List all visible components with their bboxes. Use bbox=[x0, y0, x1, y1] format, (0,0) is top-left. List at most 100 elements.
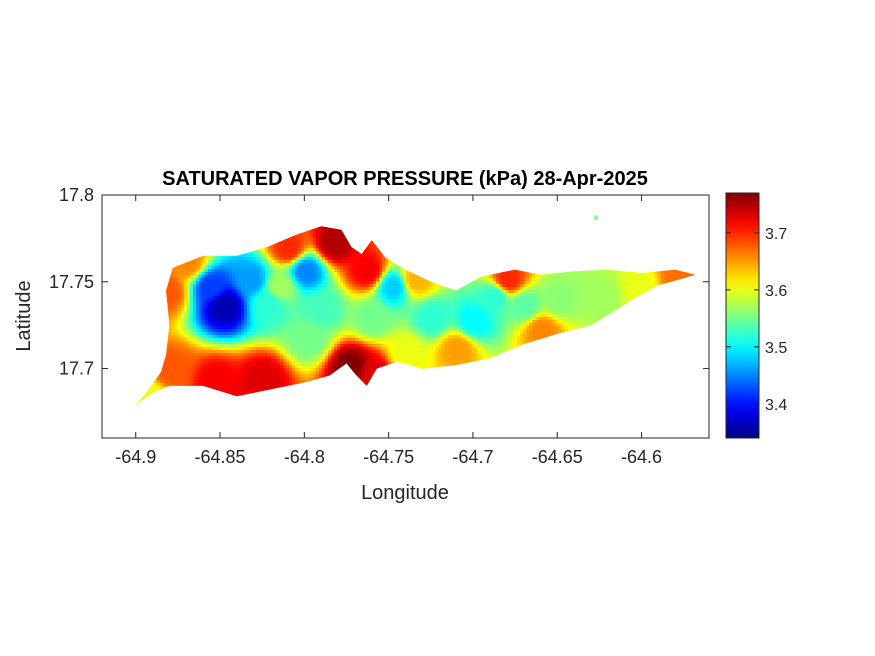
field-cell bbox=[676, 248, 680, 252]
field-cell bbox=[643, 242, 647, 246]
field-cell bbox=[601, 266, 605, 270]
field-cell bbox=[184, 269, 188, 273]
field-cell bbox=[358, 284, 362, 288]
field-cell bbox=[253, 284, 257, 288]
field-cell bbox=[616, 227, 620, 231]
field-cell bbox=[418, 251, 422, 255]
field-cell bbox=[136, 245, 140, 249]
field-cell bbox=[682, 230, 686, 234]
field-cell bbox=[253, 254, 257, 258]
field-cell bbox=[274, 281, 278, 285]
field-cell bbox=[139, 278, 143, 282]
field-cell bbox=[505, 242, 509, 246]
field-cell bbox=[157, 251, 161, 255]
field-cell bbox=[307, 275, 311, 279]
field-cell bbox=[154, 233, 158, 237]
field-cell bbox=[448, 242, 452, 246]
field-cell bbox=[223, 251, 227, 255]
field-cell bbox=[658, 290, 662, 294]
field-cell bbox=[364, 269, 368, 273]
field-cell bbox=[520, 263, 524, 267]
field-cell bbox=[289, 226, 293, 228]
field-cell bbox=[226, 227, 230, 231]
field-cell bbox=[601, 260, 605, 264]
field-cell bbox=[424, 272, 428, 276]
field-cell bbox=[136, 293, 140, 297]
field-cell bbox=[229, 257, 233, 261]
field-cell bbox=[535, 278, 539, 282]
field-cell bbox=[658, 281, 662, 285]
field-cell bbox=[667, 251, 671, 255]
field-cell bbox=[424, 251, 428, 255]
field-cell bbox=[337, 281, 341, 285]
field-cell bbox=[505, 260, 509, 264]
field-cell bbox=[676, 281, 680, 285]
field-cell bbox=[196, 236, 200, 240]
field-cell bbox=[319, 266, 323, 270]
field-cell bbox=[187, 269, 191, 273]
field-cell bbox=[253, 263, 257, 267]
field-cell bbox=[385, 269, 389, 273]
field-cell bbox=[409, 230, 413, 234]
field-cell bbox=[451, 260, 455, 264]
field-cell bbox=[661, 266, 665, 270]
field-cell bbox=[220, 275, 224, 279]
field-cell bbox=[565, 226, 569, 228]
field-cell bbox=[670, 239, 674, 243]
field-cell bbox=[517, 245, 521, 249]
field-cell bbox=[472, 269, 476, 273]
field-cell bbox=[529, 263, 533, 267]
field-cell bbox=[613, 269, 617, 273]
field-cell bbox=[610, 230, 614, 234]
field-cell bbox=[454, 257, 458, 261]
field-cell bbox=[325, 278, 329, 282]
field-cell bbox=[157, 269, 161, 273]
field-cell bbox=[544, 233, 548, 237]
field-cell bbox=[502, 236, 506, 240]
field-cell bbox=[274, 269, 278, 273]
field-cell bbox=[142, 296, 146, 300]
field-cell bbox=[135, 275, 137, 279]
field-cell bbox=[142, 299, 146, 303]
field-cell bbox=[436, 278, 440, 282]
field-cell bbox=[697, 281, 701, 285]
field-cell bbox=[508, 269, 512, 273]
field-cell bbox=[286, 275, 290, 279]
field-cell bbox=[370, 266, 374, 270]
field-cell bbox=[580, 254, 584, 258]
field-cell bbox=[307, 263, 311, 267]
field-cell bbox=[646, 269, 650, 273]
field-cell bbox=[439, 233, 443, 237]
field-cell bbox=[295, 266, 299, 270]
field-cell bbox=[442, 226, 446, 228]
field-cell bbox=[667, 266, 671, 270]
field-cell bbox=[262, 251, 266, 255]
field-cell bbox=[451, 227, 455, 231]
field-cell bbox=[688, 278, 692, 282]
field-cell bbox=[595, 269, 599, 273]
field-cell bbox=[508, 257, 512, 261]
field-cell bbox=[163, 230, 167, 234]
field-cell bbox=[151, 287, 155, 291]
field-cell bbox=[661, 293, 665, 297]
field-cell bbox=[601, 227, 605, 231]
field-cell bbox=[553, 266, 557, 270]
field-cell bbox=[691, 281, 695, 285]
field-cell bbox=[583, 260, 587, 264]
field-cell bbox=[514, 269, 518, 273]
field-cell bbox=[631, 260, 635, 264]
field-cell bbox=[505, 266, 509, 270]
field-cell bbox=[337, 257, 341, 261]
field-cell bbox=[484, 284, 488, 288]
field-cell bbox=[259, 257, 263, 261]
field-cell bbox=[325, 236, 329, 240]
field-cell bbox=[271, 226, 275, 228]
field-cell bbox=[439, 266, 443, 270]
field-cell bbox=[385, 278, 389, 282]
field-cell bbox=[169, 230, 173, 234]
field-cell bbox=[187, 260, 191, 264]
field-cell bbox=[148, 287, 152, 291]
field-cell bbox=[229, 239, 233, 243]
field-cell bbox=[463, 272, 467, 276]
field-cell bbox=[523, 275, 527, 279]
